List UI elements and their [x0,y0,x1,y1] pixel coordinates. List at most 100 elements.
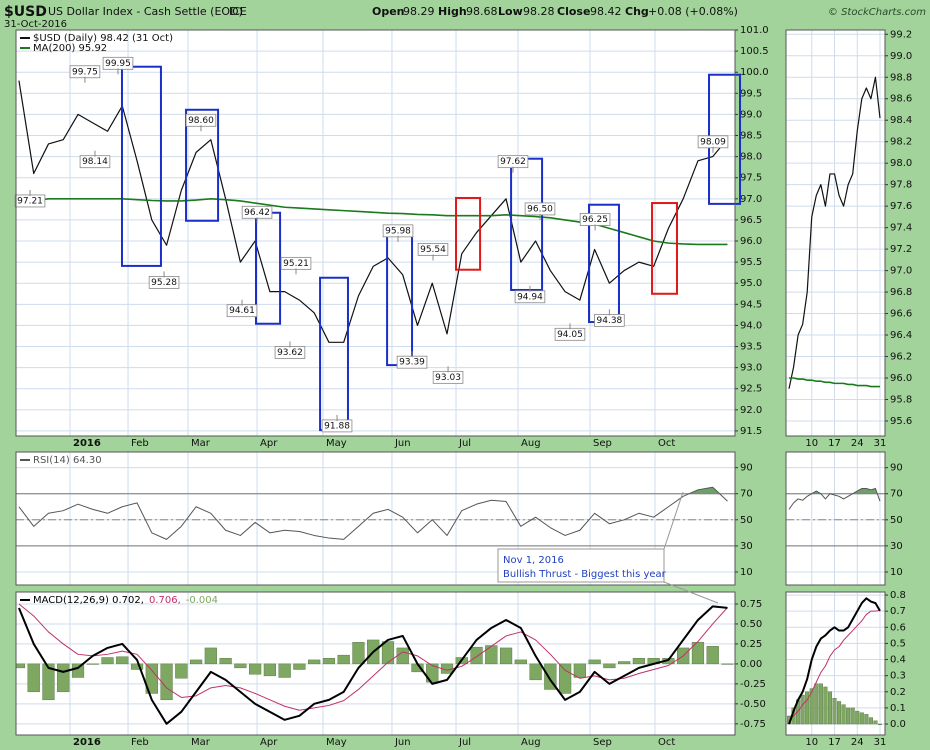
x-tick-label: Mar [191,438,211,449]
y-tick-label: 99.2 [890,29,912,40]
y-tick-label: 96.0 [740,236,762,247]
histogram-bar [234,663,247,669]
x-tick-label: Jul [458,438,471,449]
y-tick-label: 94.5 [740,299,762,310]
histogram-bar [827,691,832,725]
y-tick-label: 98.0 [740,152,762,163]
price-label: 97.21 [17,196,43,206]
histogram-bar [721,663,734,665]
callout-pointer [663,581,719,604]
y-tick-label: 95.8 [890,394,912,405]
y-tick-label: 97.2 [890,244,912,255]
y-tick-label: 94.0 [740,320,762,331]
price-label: 98.14 [82,157,108,167]
price-label: 93.03 [435,373,461,383]
histogram-bar [873,720,878,725]
x-tick-label: 10 [805,737,818,748]
y-tick-label: -0.50 [740,699,766,710]
histogram-bar [499,647,513,665]
legend-entry: $USD (Daily) 98.42 (31 Oct) [33,33,173,44]
histogram-bar [470,646,483,665]
y-tick-label: 95.5 [740,257,762,268]
x-tick-label: Oct [658,438,675,449]
x-tick-label: Jul [458,737,471,748]
y-tick-label: 70 [740,489,753,500]
series-line [18,80,728,343]
y-tick-label: -0.25 [740,679,766,690]
panel: 95.6 95.8 96.0 96.2 96.4 96.6 96.8 97.0 97.2 97.4… [785,29,912,449]
y-tick-label: 30 [890,541,903,552]
histogram-bar [322,658,336,665]
close-label: Close [557,5,590,18]
highlight-box [455,196,482,271]
histogram-bar [850,707,855,725]
close-value: 98.42 [590,5,622,18]
y-tick-label: 100.5 [740,46,769,57]
y-tick-label: 0.1 [890,703,906,714]
x-tick-label: 31 [874,737,887,748]
series-line [18,486,728,540]
y-tick-label: 0.25 [740,639,762,650]
histogram-bar [130,663,144,670]
series-line [788,609,881,722]
histogram-bar [818,683,823,725]
price-label: 94.94 [517,292,543,302]
brand: © StockCharts.com [828,7,926,18]
series-line [788,488,881,510]
histogram-bar [160,663,173,701]
price-label: 91.88 [324,421,350,431]
y-tick-label: 99.0 [890,51,912,62]
price-label: 95.98 [385,226,411,236]
y-tick-label: 93.0 [740,363,762,374]
y-tick-label: 92.0 [740,405,762,416]
legend-entry: MACD(12,26,9) 0.702, [33,595,144,606]
open-value: 98.29 [403,5,435,18]
y-tick-label: 92.5 [740,384,762,395]
date: 31-Oct-2016 [4,19,67,30]
y-tick-label: 0.0 [890,719,906,730]
x-tick-label: Aug [521,737,541,748]
x-tick-label: 2016 [73,737,101,748]
histogram-bar [691,642,705,665]
x-tick-label: Feb [131,438,149,449]
panel: 0.0 0.1 0.2 0.3 0.4 0.5 0.6 0.7 0.8 10 17 24 31 [785,590,906,748]
histogram-bar [800,694,805,725]
price-label: 98.60 [188,116,214,126]
open-label: Open [372,5,405,18]
price-label: 93.39 [399,358,425,368]
histogram-bar [841,704,846,725]
series-line [18,603,728,711]
y-tick-label: 98.5 [740,131,762,142]
series-line [788,76,881,389]
price-label: 95.28 [151,278,177,288]
price-label: 94.05 [557,330,583,340]
low-label: Low [498,5,523,18]
y-tick-label: 96.6 [890,309,912,320]
histogram-bar [864,714,869,725]
y-tick-label: 97.5 [740,173,762,184]
histogram-bar [42,663,55,701]
highlight-box [120,65,162,267]
legend-entry: MA(200) 95.92 [33,43,107,54]
y-tick-label: 0.75 [740,599,762,610]
y-tick-label: 91.5 [740,426,762,437]
exchange: ICE [229,5,247,18]
y-tick-label: 70 [890,489,903,500]
panel: 10 30 50 70 90 [785,451,903,586]
histogram-bar [189,659,203,665]
price-label: 94.38 [597,316,623,326]
plot-area [786,30,885,436]
x-tick-label: May [326,737,347,748]
histogram-bar [558,663,572,694]
y-tick-label: 96.5 [740,215,762,226]
price-label: 93.62 [277,348,303,358]
panel-background [16,30,735,436]
price-label: 95.54 [420,245,446,255]
y-tick-label: 96.4 [890,330,912,341]
y-tick-label: 98.4 [890,115,912,126]
y-tick-label: 93.5 [740,342,762,353]
y-tick-label: 97.0 [740,194,762,205]
plot-area [786,592,885,735]
histogram-bar [618,661,631,665]
y-tick-label: 97.0 [890,266,912,277]
